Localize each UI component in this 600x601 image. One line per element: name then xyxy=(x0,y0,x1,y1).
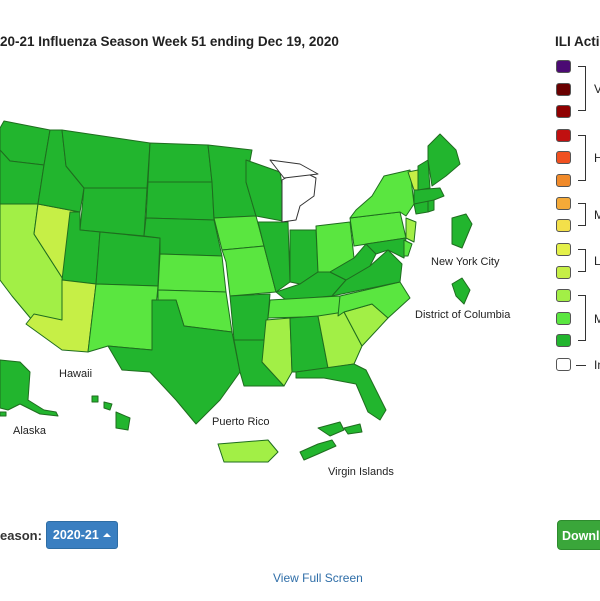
state-north-dakota[interactable] xyxy=(147,142,213,183)
state-iowa[interactable] xyxy=(213,215,265,251)
state-mississippi[interactable] xyxy=(261,317,293,387)
season-control: eason: 2020-21 xyxy=(0,521,118,549)
region-district-of-columbia[interactable] xyxy=(451,277,471,305)
state-wyoming[interactable] xyxy=(79,187,148,237)
label-district-of-columbia: District of Columbia xyxy=(415,309,511,321)
alaska-islands xyxy=(0,411,7,417)
territory-virgin-islands-1[interactable] xyxy=(299,439,337,461)
download-button[interactable]: Downlo xyxy=(557,520,600,550)
state-arkansas[interactable] xyxy=(229,293,271,341)
territory-virgin-islands-3[interactable] xyxy=(343,423,363,435)
territory-puerto-rico[interactable] xyxy=(217,439,279,463)
state-florida[interactable] xyxy=(295,363,387,421)
state-kansas[interactable] xyxy=(157,253,227,293)
region-new-york-city[interactable] xyxy=(451,213,473,249)
label-hawaii: Hawaii xyxy=(59,368,93,380)
state-maryland[interactable] xyxy=(365,237,407,259)
state-hawaii-oahu[interactable] xyxy=(91,395,99,403)
legend-title: ILI Acti xyxy=(555,34,600,49)
state-wisconsin[interactable] xyxy=(245,159,289,223)
state-colorado[interactable] xyxy=(95,231,161,287)
label-alaska: Alaska xyxy=(13,425,47,437)
territory-virgin-islands-2[interactable] xyxy=(317,421,345,437)
state-alaska[interactable] xyxy=(0,359,59,417)
state-new-hampshire[interactable] xyxy=(417,159,431,191)
map-title: 20-21 Influenza Season Week 51 ending De… xyxy=(0,34,339,49)
label-puerto-rico: Puerto Rico xyxy=(212,416,270,428)
state-new-jersey[interactable] xyxy=(405,217,417,243)
state-michigan-upper[interactable] xyxy=(269,159,319,179)
caret-up-icon xyxy=(102,533,111,537)
state-missouri[interactable] xyxy=(221,245,277,297)
label-virgin-islands: Virgin Islands xyxy=(328,466,394,478)
season-select-value: 2020-21 xyxy=(52,528,99,542)
state-north-carolina[interactable] xyxy=(337,281,411,319)
season-label: eason: xyxy=(0,527,42,543)
state-massachusetts[interactable] xyxy=(413,187,445,205)
state-new-york[interactable] xyxy=(349,169,415,219)
state-new-mexico[interactable] xyxy=(87,283,159,353)
state-maine[interactable] xyxy=(427,133,461,187)
label-new-york-city: New York City xyxy=(431,256,500,268)
state-texas[interactable] xyxy=(107,299,241,425)
season-select[interactable]: 2020-21 xyxy=(45,521,118,549)
state-hawaii-big[interactable] xyxy=(115,411,131,431)
state-rhode-island[interactable] xyxy=(427,199,435,213)
view-full-screen-link[interactable]: View Full Screen xyxy=(273,571,363,585)
state-hawaii-maui[interactable] xyxy=(103,401,113,411)
state-south-dakota[interactable] xyxy=(145,181,215,221)
state-delaware[interactable] xyxy=(403,239,413,257)
